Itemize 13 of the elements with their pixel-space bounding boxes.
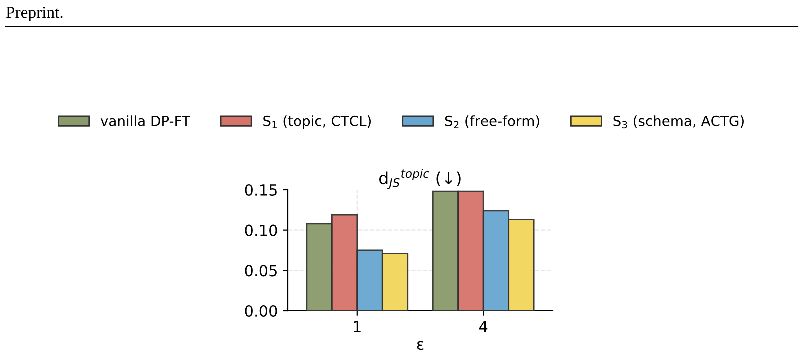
legend-label: S$_{1}$ (topic, CTCL) (264, 116, 371, 130)
x-tick-label: 4 (479, 321, 488, 332)
x-axis-title: ε (417, 341, 424, 350)
y-tick-label: 0.15 (245, 184, 277, 196)
legend-label: S$_{3}$ (schema, ACTG) (614, 116, 744, 129)
text: Preprint. (6, 6, 63, 22)
legend-label: vanilla DP-FT (100, 116, 191, 126)
y-tick-label: 0.00 (245, 305, 278, 318)
x-tick-label: 1 (354, 321, 361, 332)
y-tick-label: 0.10 (245, 224, 278, 236)
chart-title: d$_{JS}$$^{topic}$ (↓) (380, 169, 461, 190)
legend-label: S$_{2}$ (free-form) (445, 116, 540, 128)
y-tick-label: 0.05 (245, 265, 277, 277)
